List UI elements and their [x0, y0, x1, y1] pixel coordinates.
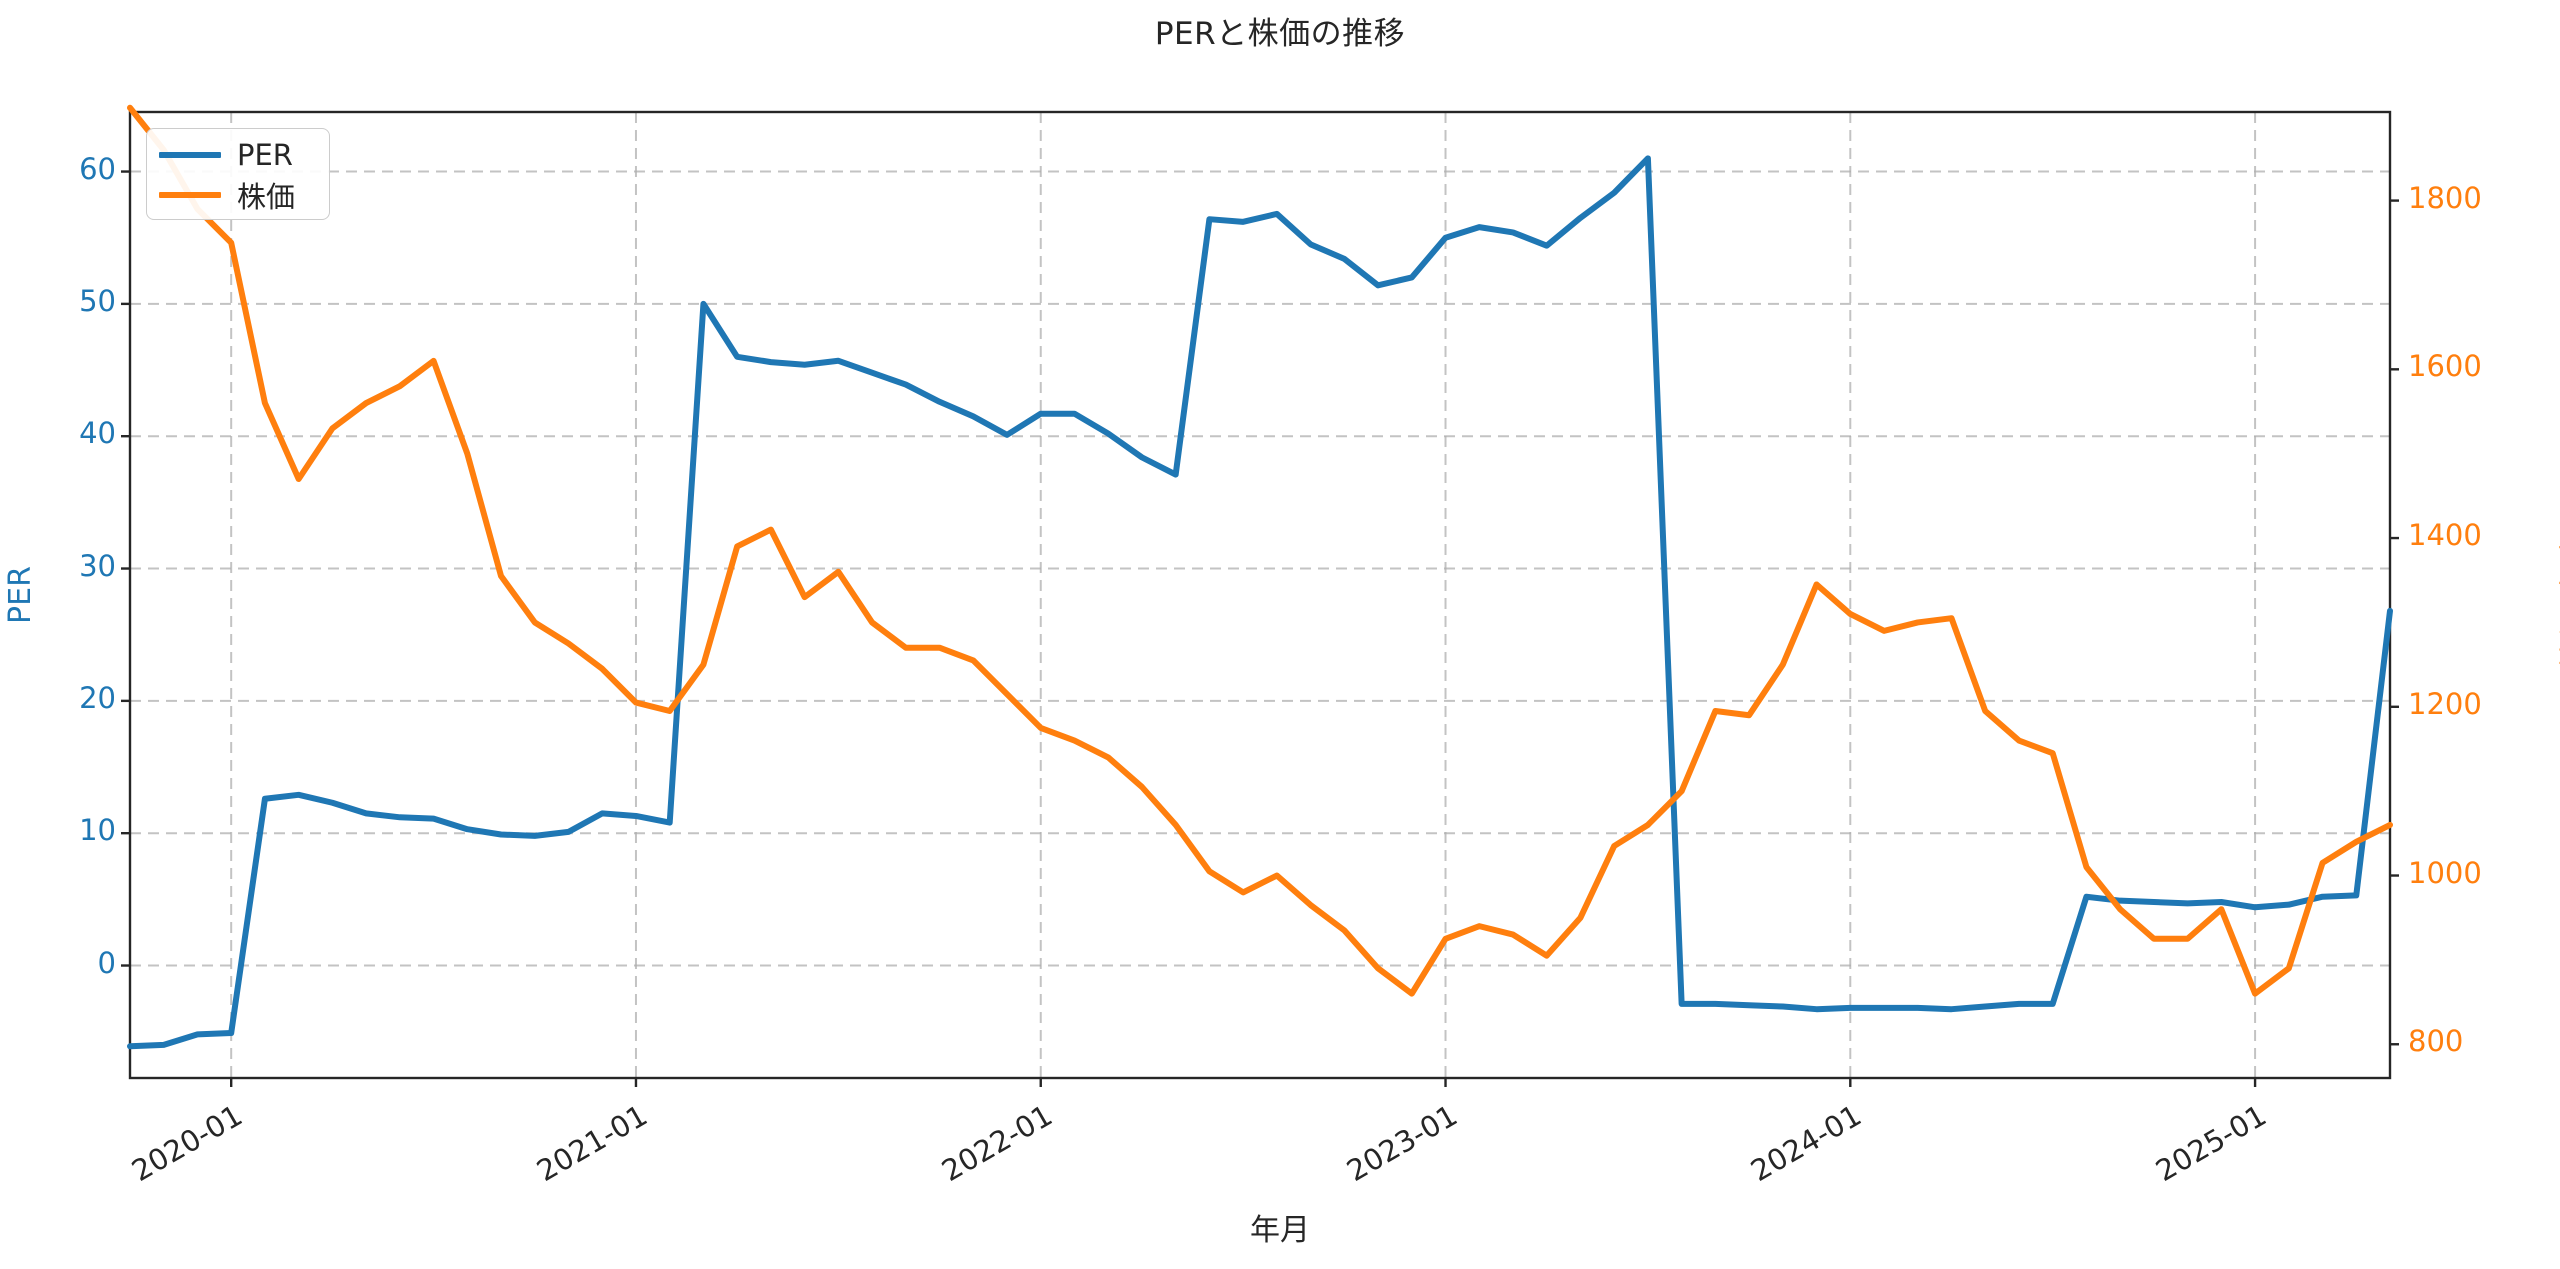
- y-tick-left-label: 30: [79, 548, 116, 583]
- plot-frame: [128, 110, 2392, 1080]
- x-axis-label: 年月: [1250, 1213, 1310, 1248]
- grid-lines: [130, 112, 2390, 1078]
- legend-swatch-per: [159, 152, 221, 158]
- y-tick-left-label: 20: [79, 680, 116, 715]
- legend-item-kabuka[interactable]: 株価: [159, 175, 295, 215]
- legend-label-kabuka: 株価: [237, 180, 296, 214]
- y-tick-right-label: 1000: [2408, 855, 2482, 890]
- legend[interactable]: PER 株価: [146, 128, 330, 220]
- y-tick-left-label: 10: [79, 813, 116, 848]
- y-tick-right-label: 1600: [2408, 349, 2482, 384]
- y-tick-left-label: 60: [79, 151, 116, 186]
- legend-label-per: PER: [237, 138, 293, 172]
- legend-item-per[interactable]: PER: [159, 135, 293, 175]
- legend-swatch-kabuka: [159, 192, 221, 198]
- y-tick-right-label: 1400: [2408, 518, 2482, 553]
- y-tick-left-label: 0: [97, 945, 116, 980]
- series-line-per: [127, 155, 2393, 1050]
- y-tick-right-label: 1800: [2408, 180, 2482, 215]
- page-title: PERと株価の推移: [1154, 16, 1406, 52]
- axis-ticks: [121, 170, 2399, 1087]
- y-axis-right-label: 株価（円）: [2558, 520, 2560, 670]
- y-tick-left-label: 50: [79, 283, 116, 318]
- y-axis-left-label: PER: [3, 566, 38, 624]
- series-line-kabuka: [127, 104, 2393, 997]
- y-tick-right-label: 1200: [2408, 686, 2482, 721]
- y-tick-right-label: 800: [2408, 1024, 2464, 1059]
- y-tick-left-label: 40: [79, 416, 116, 451]
